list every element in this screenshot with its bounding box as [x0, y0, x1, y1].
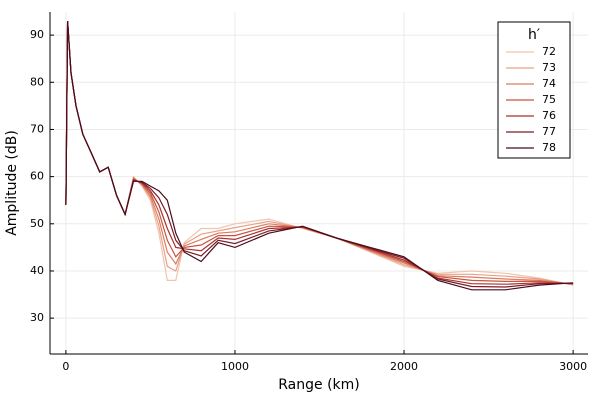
series-line: [65, 20, 574, 285]
x-tick-label: 2000: [390, 360, 418, 373]
series-line: [65, 20, 574, 285]
y-tick-label: 90: [30, 28, 44, 41]
series-line: [65, 20, 574, 286]
y-tick-label: 60: [30, 170, 44, 183]
legend-label: 78: [542, 141, 556, 154]
y-tick-label: 50: [30, 217, 44, 230]
legend-box: [497, 21, 571, 159]
legend-label: 76: [542, 109, 556, 122]
legend-label: 73: [542, 61, 556, 74]
y-tick-label: 40: [30, 264, 44, 277]
x-axis-label: Range (km): [278, 377, 360, 393]
legend-label: 74: [542, 77, 556, 90]
series-line: [65, 20, 574, 286]
y-axis-label: Amplitude (dB): [4, 130, 20, 236]
x-tick-label: 1000: [221, 360, 249, 373]
legend-title: h′: [528, 27, 540, 43]
x-tick-label: 3000: [559, 360, 587, 373]
y-tick-label: 70: [30, 122, 44, 135]
series-line: [65, 20, 574, 285]
y-tick-label: 30: [30, 311, 44, 324]
x-tick-label: 0: [62, 360, 69, 373]
legend-label: 72: [542, 45, 556, 58]
legend-label: 75: [542, 93, 556, 106]
series-line: [65, 20, 574, 291]
series-line: [65, 20, 574, 288]
y-tick-label: 80: [30, 75, 44, 88]
legend-label: 77: [542, 125, 556, 138]
